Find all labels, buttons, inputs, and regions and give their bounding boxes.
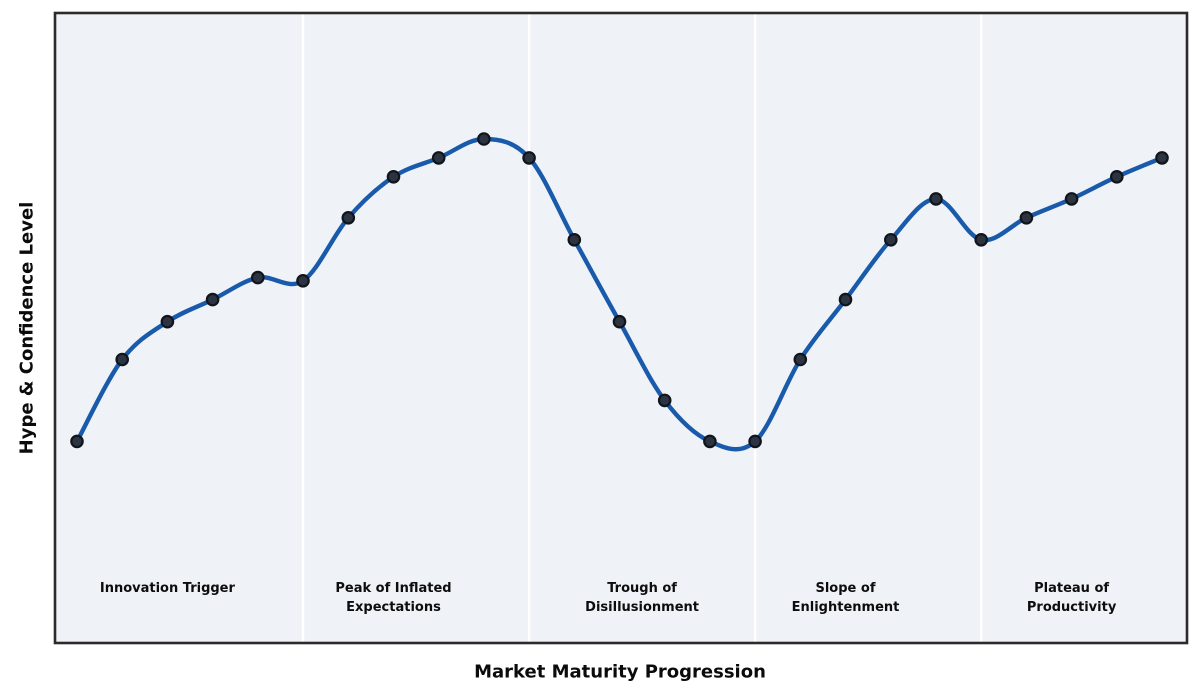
- data-point: [748, 434, 762, 449]
- plot-border: [53, 11, 1189, 645]
- data-point: [477, 132, 491, 146]
- phase-label-innovation-trigger: Innovation Trigger: [99, 581, 235, 596]
- data-point: [657, 393, 672, 408]
- data-point: [341, 211, 356, 225]
- phase-label-trough-of-disillusionment: Trough of Disillusionment: [585, 581, 700, 615]
- data-point: [567, 233, 582, 247]
- data-point: [703, 434, 717, 449]
- data-point: [70, 434, 84, 449]
- data-point: [115, 352, 129, 367]
- data-point: [612, 314, 627, 329]
- x-axis-title: Market Maturity Progression: [474, 661, 766, 683]
- data-point: [1019, 211, 1034, 225]
- data-point: [793, 352, 808, 367]
- data-point: [974, 233, 988, 247]
- data-point: [883, 233, 898, 247]
- data-point: [205, 292, 220, 307]
- data-point: [250, 270, 265, 285]
- phase-label-plateau-of-productivity: Plateau of Productivity: [1026, 581, 1117, 615]
- data-point: [160, 314, 175, 329]
- data-point: [386, 170, 401, 184]
- phase-label-slope-of-enlightenment: Slope of Enlightenment: [791, 581, 900, 615]
- phase-label-peak-of-inflated-expectations: Peak of Inflated Expectations: [335, 581, 452, 615]
- data-point: [1064, 192, 1079, 206]
- data-point: [522, 151, 536, 165]
- data-point: [431, 151, 446, 165]
- data-point: [1110, 170, 1124, 184]
- data-point: [1155, 151, 1169, 165]
- data-point: [296, 273, 310, 288]
- data-point: [929, 192, 943, 206]
- data-point: [838, 292, 853, 307]
